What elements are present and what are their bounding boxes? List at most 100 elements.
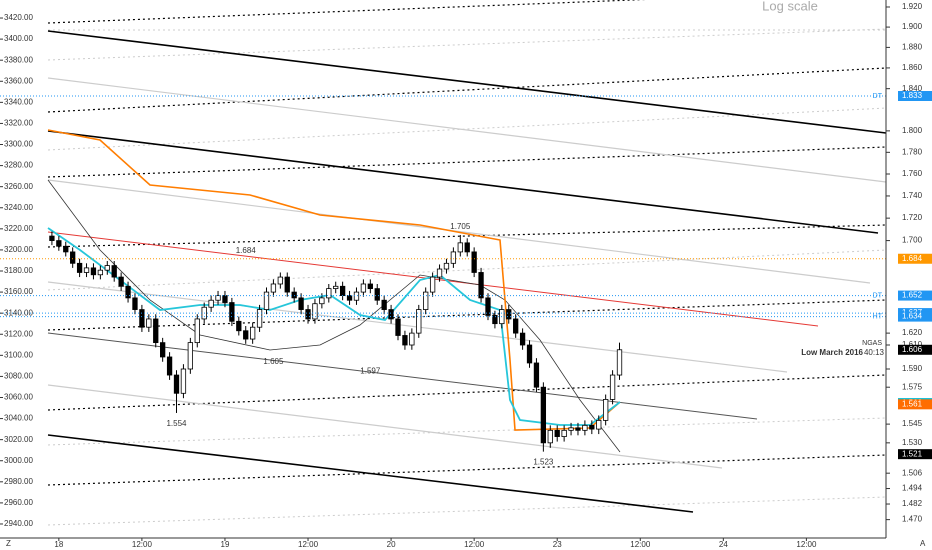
right-tick-label: 1.494 xyxy=(902,484,923,493)
candle-body xyxy=(416,309,422,334)
candle-body xyxy=(360,283,367,293)
left-tick-label: 3420.00 xyxy=(4,13,33,22)
candle-body xyxy=(298,297,304,310)
note: Low March 2016 xyxy=(801,348,863,357)
candle-body xyxy=(388,309,394,320)
x-tick-label: 20 xyxy=(387,540,396,549)
candle-body xyxy=(249,326,256,340)
candle-body xyxy=(367,283,373,290)
x-tick-label: 12:00 xyxy=(298,540,319,549)
candle-body xyxy=(291,291,297,299)
candle-body xyxy=(506,309,512,320)
x-tick-label: 23 xyxy=(553,540,562,549)
left-tick-label: 3240.00 xyxy=(4,203,33,212)
scale-watermark: Log scale xyxy=(762,0,818,13)
right-tick-label: 1.780 xyxy=(902,147,923,156)
price-annotation: 1.554 xyxy=(166,419,187,428)
candle-body xyxy=(215,295,221,301)
orange-average xyxy=(47,129,621,431)
candle-body xyxy=(596,419,602,430)
price-label: 1.634 xyxy=(902,312,923,321)
right-tick-label: 1.880 xyxy=(902,43,923,52)
left-tick-label: 3140.00 xyxy=(4,308,33,317)
left-tick-label: 2940.00 xyxy=(4,519,33,528)
price-label: 1.606 xyxy=(902,345,923,354)
candle-body xyxy=(526,344,533,364)
candle-body xyxy=(97,269,104,276)
candle-body xyxy=(464,242,470,253)
price-annotation: 1.597 xyxy=(360,367,381,376)
candle-body xyxy=(346,295,353,301)
right-tick-label: 1.800 xyxy=(902,126,923,135)
candle-body xyxy=(160,342,166,358)
zoom-button[interactable]: Z xyxy=(6,539,11,548)
price-annotation: 1.684 xyxy=(236,246,257,255)
left-tick-label: 3020.00 xyxy=(4,435,33,444)
channel-lines xyxy=(47,30,887,513)
candle-body xyxy=(603,399,609,421)
left-tick-label: 3160.00 xyxy=(4,287,33,296)
candle-body xyxy=(229,302,235,322)
left-tick-label: 3120.00 xyxy=(4,329,33,338)
price-label: 1.684 xyxy=(902,254,923,263)
candle-body xyxy=(575,427,581,431)
countdown: 40:13 xyxy=(864,348,885,357)
candle-body xyxy=(374,288,380,301)
candle-body xyxy=(319,297,325,305)
candle-body xyxy=(423,291,429,310)
left-tick-label: 3180.00 xyxy=(4,266,33,275)
right-tick-label: 1.740 xyxy=(902,191,923,200)
candle-body xyxy=(305,309,311,320)
left-tick-label: 3340.00 xyxy=(4,97,33,106)
candle-body xyxy=(132,297,138,310)
candle-body xyxy=(76,262,83,273)
candle-body xyxy=(478,272,484,299)
right-tick-label: 1.900 xyxy=(902,22,923,31)
left-tick-label: 3280.00 xyxy=(4,161,33,170)
candle-body xyxy=(540,386,547,444)
price-annotation: 1.605 xyxy=(263,357,284,366)
left-tick-label: 3060.00 xyxy=(4,393,33,402)
cyan-average xyxy=(47,227,621,426)
price-label-box xyxy=(898,344,932,355)
candle-body xyxy=(395,318,401,336)
right-tick-label: 1.920 xyxy=(902,2,923,11)
auto-button[interactable]: A xyxy=(920,539,926,548)
candle-body xyxy=(270,283,277,293)
candle-body xyxy=(333,285,339,290)
price-label-box xyxy=(898,449,932,460)
candle-body xyxy=(146,318,152,328)
candle-body xyxy=(582,424,588,431)
left-tick-label: 3040.00 xyxy=(4,414,33,423)
marks: 1.554 1.684 1.605 1.597 1.705 1.523 xyxy=(0,95,886,467)
price-label-box xyxy=(898,311,932,322)
candle-body xyxy=(63,245,69,253)
left-tick-label: 3380.00 xyxy=(4,55,33,64)
x-tick-label: 18 xyxy=(54,540,63,549)
right-tick-label: 1.700 xyxy=(902,236,923,245)
price-tag: DT xyxy=(873,93,883,100)
candle-body xyxy=(485,297,491,316)
symbol-label: NGAS xyxy=(862,340,882,347)
candle-body xyxy=(208,299,214,308)
candle-body xyxy=(533,362,540,388)
candle-body xyxy=(187,342,194,370)
candle-body xyxy=(450,251,457,264)
candle-body xyxy=(49,235,55,241)
candle-body xyxy=(243,330,249,340)
right-tick-label: 1.482 xyxy=(902,499,923,508)
candle-body xyxy=(104,265,110,271)
right-tick-label: 1.590 xyxy=(902,364,923,373)
candle-body xyxy=(90,267,97,276)
candle-body xyxy=(547,429,553,444)
drawings xyxy=(47,0,887,526)
price-label-box xyxy=(898,253,932,264)
right-tick-label: 1.575 xyxy=(902,382,923,391)
candle-body xyxy=(568,427,574,431)
left-tick-label: 2960.00 xyxy=(4,498,33,507)
candle-body xyxy=(166,356,173,376)
candle-body xyxy=(492,315,498,325)
right-tick-label: 1.470 xyxy=(902,515,923,524)
candle-body xyxy=(457,242,463,253)
right-tick-label: 1.720 xyxy=(902,213,923,222)
